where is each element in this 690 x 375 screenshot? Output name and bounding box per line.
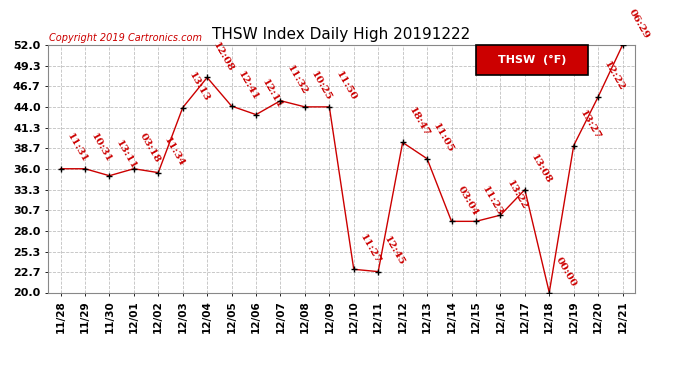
Text: 13:27: 13:27 <box>578 108 602 141</box>
Text: 03:18: 03:18 <box>138 132 162 165</box>
Text: 00:00: 00:00 <box>553 255 578 288</box>
Text: 10:25: 10:25 <box>309 70 333 103</box>
Title: THSW Index Daily High 20191222: THSW Index Daily High 20191222 <box>213 27 471 42</box>
FancyBboxPatch shape <box>477 45 588 75</box>
Text: Copyright 2019 Cartronics.com: Copyright 2019 Cartronics.com <box>50 33 202 42</box>
Text: 18:47: 18:47 <box>407 105 431 138</box>
Text: 13:13: 13:13 <box>187 71 211 104</box>
Text: 13:11: 13:11 <box>114 139 138 171</box>
Text: 11:27: 11:27 <box>358 232 382 265</box>
Text: 03:04: 03:04 <box>455 184 480 217</box>
Text: 11:23: 11:23 <box>480 184 504 217</box>
Text: 13:08: 13:08 <box>529 153 553 186</box>
Text: 10:31: 10:31 <box>89 132 113 165</box>
Text: THSW  (°F): THSW (°F) <box>498 55 566 65</box>
Text: 11:05: 11:05 <box>431 122 455 154</box>
Text: 12:08: 12:08 <box>211 40 235 74</box>
Text: 12:22: 12:22 <box>602 60 627 93</box>
Text: 13:22: 13:22 <box>504 178 529 211</box>
Text: 11:50: 11:50 <box>333 70 357 103</box>
Text: 12:41: 12:41 <box>236 69 260 102</box>
Text: 11:32: 11:32 <box>284 64 309 96</box>
Text: 11:34: 11:34 <box>162 136 186 168</box>
Text: 12:11: 12:11 <box>260 78 284 111</box>
Text: 06:29: 06:29 <box>627 8 651 41</box>
Text: 12:45: 12:45 <box>382 235 406 267</box>
Text: 11:31: 11:31 <box>65 132 89 165</box>
